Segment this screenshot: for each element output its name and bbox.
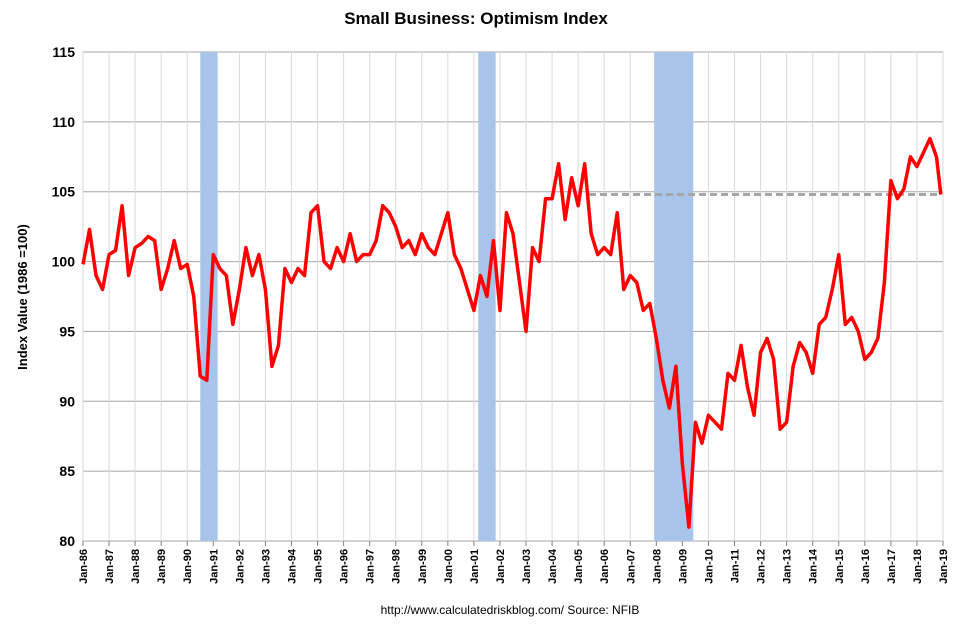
x-tick-label: Jan-99 (417, 549, 429, 584)
y-tick-label: 85 (59, 463, 75, 479)
x-tick-label: Jan-98 (391, 549, 403, 584)
x-tick-label: Jan-97 (365, 549, 377, 584)
x-tick-label: Jan-14 (808, 548, 820, 584)
x-tick-label: Jan-16 (860, 549, 872, 584)
y-tick-label: 115 (52, 44, 75, 60)
chart-title: Small Business: Optimism Index (344, 9, 608, 28)
x-tick-label: Jan-87 (104, 549, 116, 584)
x-tick-label: Jan-86 (78, 549, 90, 584)
x-tick-label: Jan-12 (756, 549, 768, 584)
data-line (81, 136, 943, 529)
y-tick-label: 110 (52, 114, 75, 130)
x-tick-label: Jan-19 (938, 549, 950, 584)
x-tick-label: Jan-08 (651, 549, 663, 584)
x-tick-label: Jan-01 (469, 549, 481, 584)
x-tick-label: Jan-00 (443, 549, 455, 584)
x-tick-label: Jan-15 (834, 549, 846, 584)
x-tick-label: Jan-90 (182, 549, 194, 584)
x-tick-label: Jan-94 (286, 548, 298, 584)
x-tick-label: Jan-13 (782, 549, 794, 584)
x-tick-label: Jan-07 (625, 549, 637, 584)
x-tick-label: Jan-04 (547, 548, 559, 584)
y-tick-label: 105 (52, 184, 76, 200)
x-tick-label: Jan-09 (677, 549, 689, 584)
x-tick-label: Jan-91 (208, 549, 220, 584)
y-tick-label: 95 (59, 323, 75, 339)
x-tick-label: Jan-02 (495, 549, 507, 584)
plot-area (82, 51, 944, 542)
x-tick-label: Jan-18 (912, 549, 924, 584)
x-tick-label: Jan-11 (730, 549, 742, 583)
x-tick-label: Jan-06 (599, 549, 611, 584)
x-tick-label: Jan-96 (339, 549, 351, 584)
y-tick-label: 100 (52, 254, 76, 270)
x-tick-label: Jan-89 (156, 549, 168, 584)
x-tick-label: Jan-10 (703, 549, 715, 584)
x-tick-label: Jan-17 (886, 549, 898, 584)
x-tick-label: Jan-05 (573, 549, 585, 584)
recession-band (200, 52, 218, 541)
y-axis-label: Index Value (1986 =100) (15, 224, 30, 370)
x-tick-label: Jan-88 (130, 549, 142, 584)
x-tick-label: Jan-03 (521, 549, 533, 584)
y-tick-label: 90 (59, 393, 75, 409)
recession-band (654, 52, 694, 541)
x-tick-label: Jan-95 (313, 549, 325, 584)
x-tick-label: Jan-93 (260, 549, 272, 584)
x-tick-label: Jan-92 (234, 549, 246, 584)
source-note: http://www.calculatedriskblog.com/ Sourc… (381, 603, 640, 617)
y-tick-label: 80 (59, 533, 75, 549)
